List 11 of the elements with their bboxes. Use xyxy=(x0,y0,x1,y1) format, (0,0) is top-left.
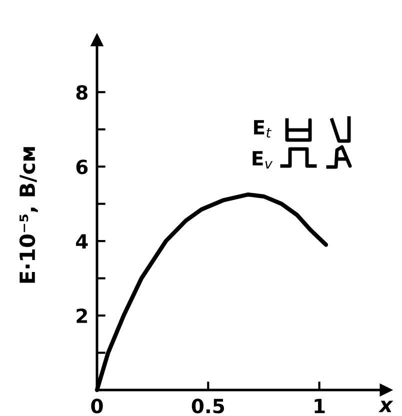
annotation: E$_{t}$ xyxy=(254,120,272,138)
y-axis-title: E·10⁻⁵, В/см xyxy=(19,147,38,283)
x-axis-title: x xyxy=(378,400,394,412)
y-tick-label: 4 xyxy=(76,234,88,248)
annotation: E$_{v}$ xyxy=(252,151,273,169)
y-tick-label: 8 xyxy=(76,85,88,100)
x-tick-label: 1 xyxy=(314,398,325,414)
x-tick-label: 0.5 xyxy=(192,398,224,414)
x-tick-label: 0 xyxy=(91,398,103,414)
y-tick-label: 2 xyxy=(76,308,87,323)
y-tick-label: 6 xyxy=(76,160,88,174)
